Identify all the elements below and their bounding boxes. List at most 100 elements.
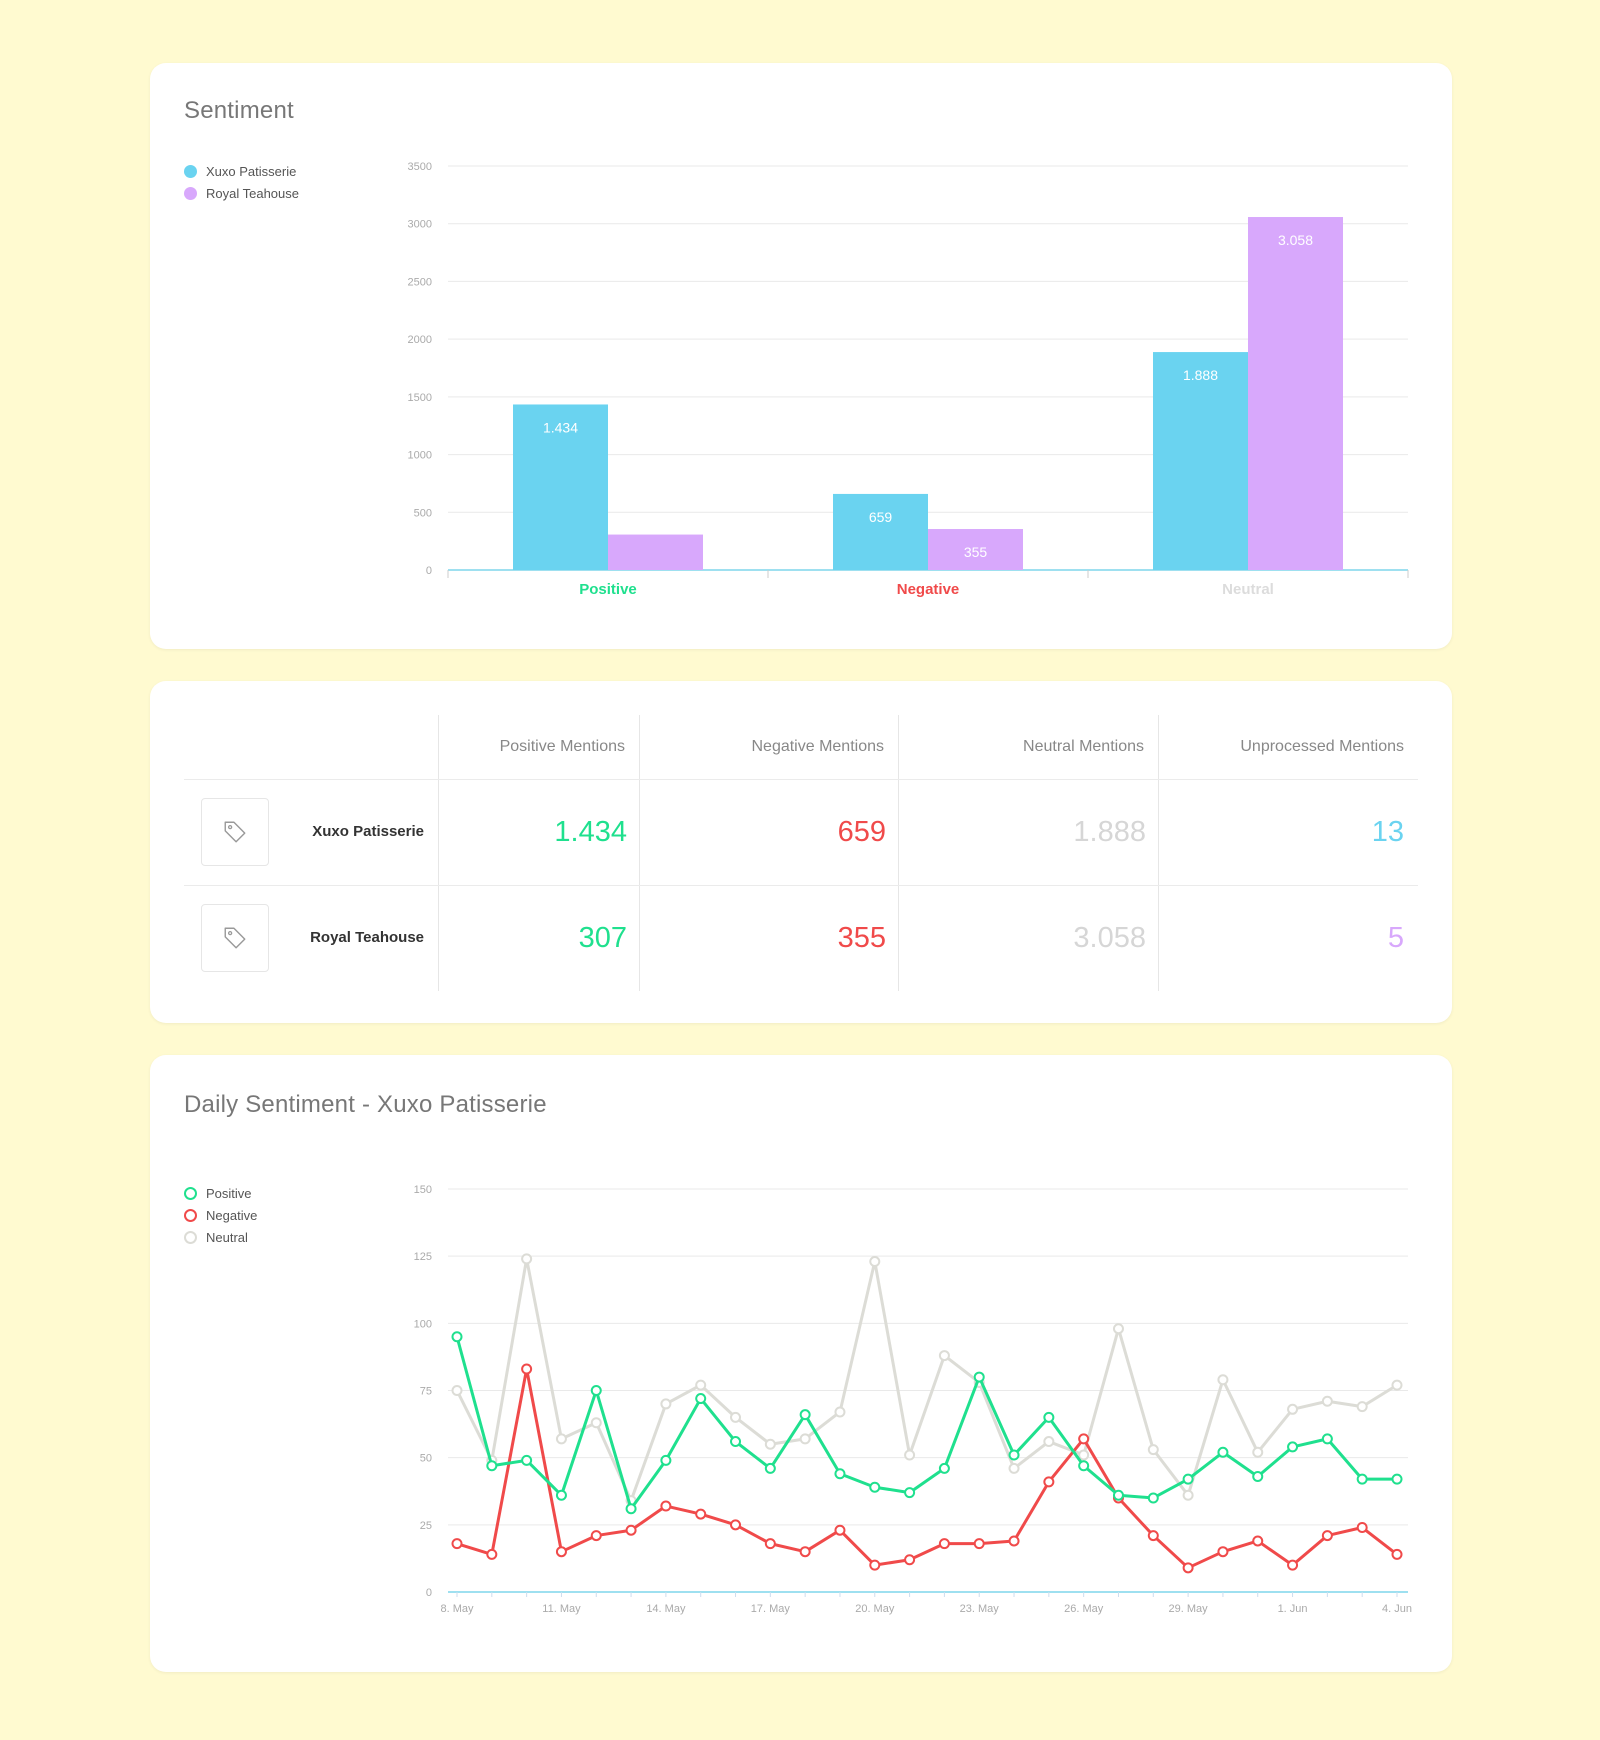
data-point xyxy=(1078,1433,1090,1445)
legend-dot-xuxo xyxy=(184,164,197,178)
tag-icon xyxy=(201,904,269,972)
data-point xyxy=(555,1433,567,1445)
data-point xyxy=(1252,1446,1264,1458)
legend-item-xuxo[interactable]: Xuxo Patisserie xyxy=(184,160,299,182)
data-point xyxy=(555,1546,567,1558)
category-label: Neutral xyxy=(1222,581,1274,598)
header-neutral-mentions: Neutral Mentions xyxy=(1023,738,1144,755)
cell-neutral: 1.888 xyxy=(1073,816,1146,848)
data-point xyxy=(1391,1379,1403,1391)
legend-item-royal[interactable]: Royal Teahouse xyxy=(184,182,299,204)
data-point xyxy=(834,1406,846,1418)
sentiment-card: Sentiment Xuxo Patisserie Royal Teahouse… xyxy=(150,63,1452,649)
x-tick-label: 4. Jun xyxy=(1382,1603,1412,1615)
data-point xyxy=(1147,1530,1159,1542)
data-point xyxy=(660,1454,672,1466)
y-tick-label: 2500 xyxy=(408,276,432,288)
y-tick-label: 1500 xyxy=(408,392,432,404)
legend-label-negative: Negative xyxy=(206,1207,258,1223)
sentiment-legend: Xuxo Patisserie Royal Teahouse xyxy=(184,160,299,204)
legend-label-neutral: Neutral xyxy=(206,1229,248,1245)
data-point xyxy=(764,1438,776,1450)
data-point xyxy=(1287,1403,1299,1415)
legend-dot-royal xyxy=(184,186,197,200)
data-point xyxy=(973,1371,985,1383)
data-point xyxy=(1356,1473,1368,1485)
data-point xyxy=(625,1524,637,1536)
data-point xyxy=(695,1508,707,1520)
data-point xyxy=(1147,1492,1159,1504)
bar-value-label: 3.058 xyxy=(1278,232,1313,248)
data-point xyxy=(1182,1489,1194,1501)
legend-label-positive: Positive xyxy=(206,1185,252,1201)
cell-negative: 659 xyxy=(837,816,886,848)
cell-positive: 307 xyxy=(578,922,627,954)
bar xyxy=(1153,352,1248,570)
x-tick-label: 23. May xyxy=(960,1603,1000,1615)
data-point xyxy=(1182,1562,1194,1574)
data-point xyxy=(451,1331,463,1343)
data-point xyxy=(938,1462,950,1474)
data-point xyxy=(555,1489,567,1501)
data-point xyxy=(799,1546,811,1558)
data-point xyxy=(1217,1546,1229,1558)
data-point xyxy=(834,1524,846,1536)
data-point xyxy=(1043,1436,1055,1448)
data-point xyxy=(1008,1462,1020,1474)
data-point xyxy=(695,1379,707,1391)
x-tick-label: 11. May xyxy=(542,1603,581,1615)
bar xyxy=(513,404,608,570)
sentiment-title: Sentiment xyxy=(184,97,294,124)
legend-marker-neutral xyxy=(184,1230,197,1244)
y-tick-label: 0 xyxy=(426,565,432,577)
row-name: Xuxo Patisserie xyxy=(312,823,424,840)
y-tick-label: 100 xyxy=(414,1318,432,1330)
x-tick-label: 29. May xyxy=(1169,1603,1209,1615)
cell-positive: 1.434 xyxy=(554,816,627,848)
column-divider xyxy=(1158,715,1159,991)
x-tick-label: 14. May xyxy=(646,1603,686,1615)
bar-value-label: 1.888 xyxy=(1183,367,1218,383)
category-label: Negative xyxy=(897,581,960,598)
data-point xyxy=(590,1417,602,1429)
cell-unprocessed: 5 xyxy=(1387,922,1404,954)
legend-item-negative[interactable]: Negative xyxy=(184,1204,257,1226)
data-point xyxy=(486,1460,498,1472)
y-tick-label: 25 xyxy=(420,1520,432,1532)
tag-icon xyxy=(201,798,269,866)
bar xyxy=(928,529,1023,570)
daily-sentiment-card: Daily Sentiment - Xuxo Patisserie Positi… xyxy=(150,1055,1452,1672)
data-point xyxy=(799,1409,811,1421)
data-point xyxy=(1321,1395,1333,1407)
legend-item-positive[interactable]: Positive xyxy=(184,1182,257,1204)
row-divider xyxy=(184,885,1418,886)
legend-label-xuxo: Xuxo Patisserie xyxy=(206,163,297,179)
data-point xyxy=(973,1538,985,1550)
data-point xyxy=(695,1393,707,1405)
data-point xyxy=(625,1503,637,1515)
bar xyxy=(833,493,928,570)
legend-item-neutral[interactable]: Neutral xyxy=(184,1226,257,1248)
data-point xyxy=(1217,1374,1229,1386)
bar-value-label: 355 xyxy=(964,544,988,560)
data-point xyxy=(1112,1323,1124,1335)
x-tick-label: 8. May xyxy=(440,1603,474,1615)
row-name: Royal Teahouse xyxy=(310,929,424,946)
data-point xyxy=(904,1449,916,1461)
data-point xyxy=(1182,1473,1194,1485)
data-point xyxy=(521,1363,533,1375)
daily-sentiment-title: Daily Sentiment - Xuxo Patisserie xyxy=(184,1091,547,1118)
data-point xyxy=(730,1519,742,1531)
data-point xyxy=(451,1538,463,1550)
column-divider xyxy=(438,715,439,991)
data-point xyxy=(1356,1522,1368,1534)
data-point xyxy=(1252,1535,1264,1547)
y-tick-label: 500 xyxy=(414,507,432,519)
column-divider xyxy=(898,715,899,991)
y-tick-label: 150 xyxy=(414,1184,432,1196)
data-point xyxy=(590,1385,602,1396)
data-point xyxy=(869,1481,881,1493)
x-tick-label: 17. May xyxy=(751,1603,791,1615)
cell-neutral: 3.058 xyxy=(1073,922,1146,954)
data-point xyxy=(730,1436,742,1448)
